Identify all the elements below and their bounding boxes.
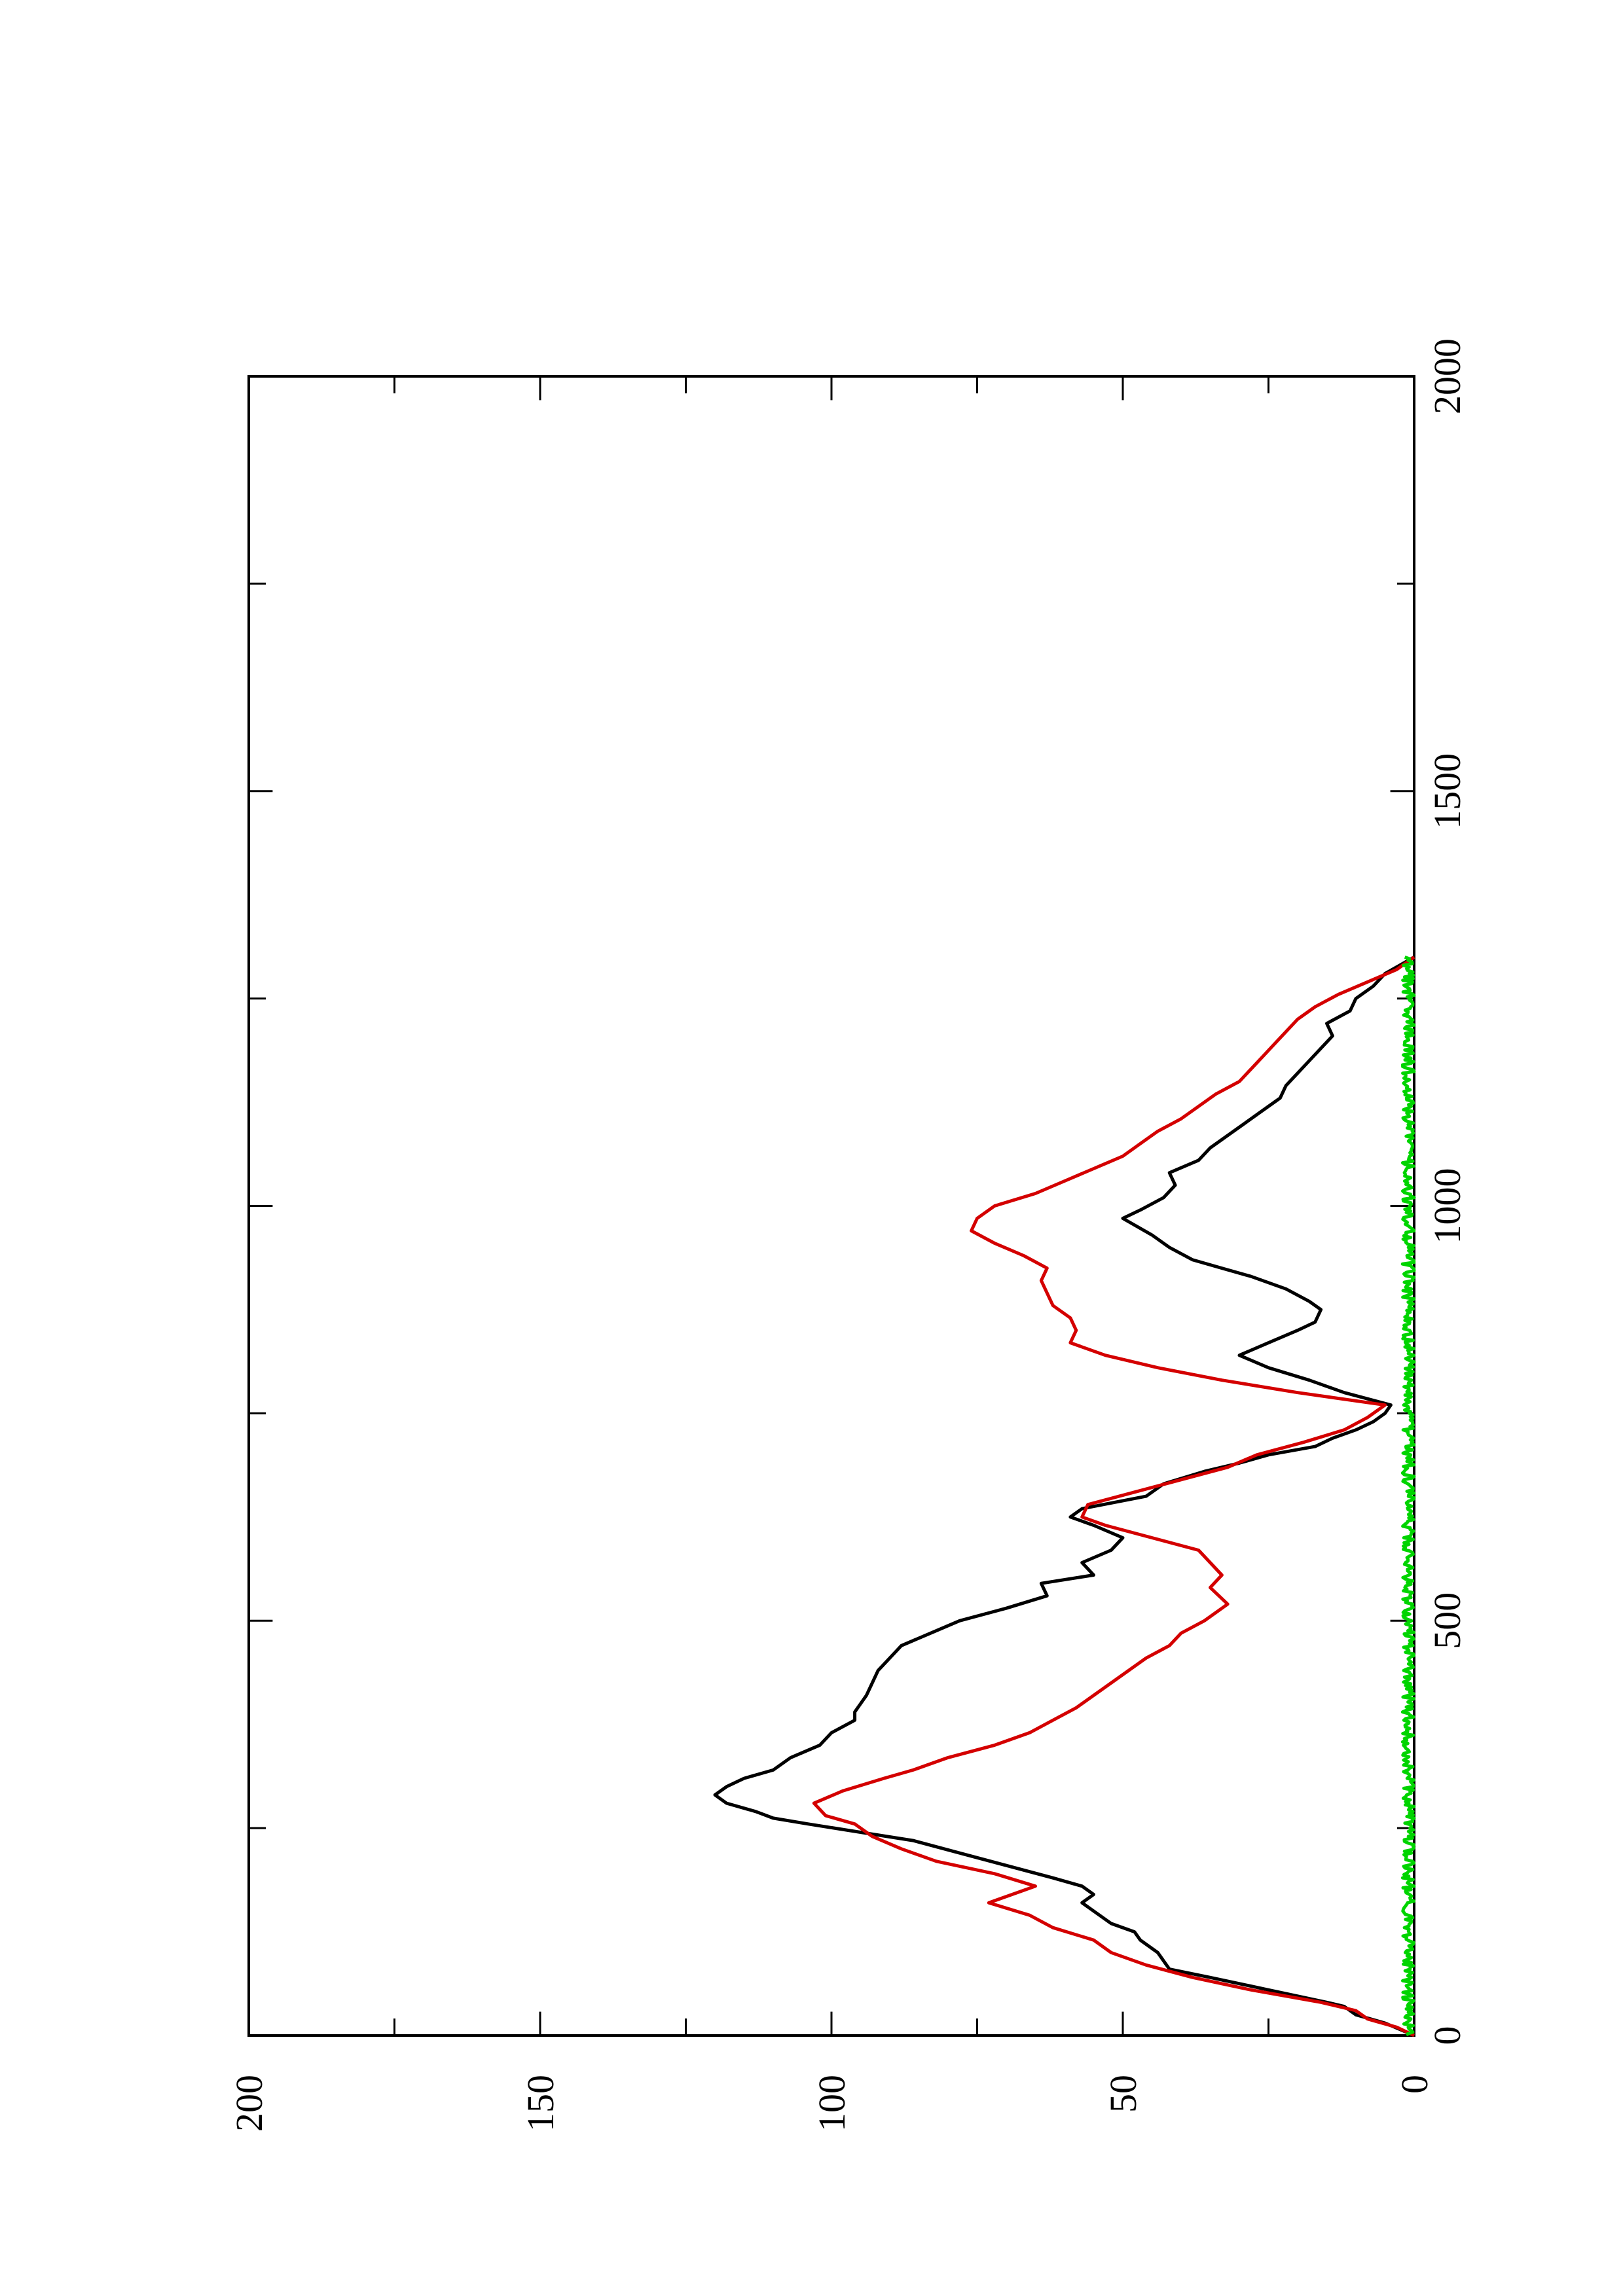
series-layer	[713, 955, 1416, 2037]
x-tick-label: 500	[1426, 1592, 1468, 1649]
axis-ticks	[247, 375, 1415, 2037]
y-tick-label: 100	[811, 2075, 853, 2132]
series-line-3	[1400, 955, 1416, 2037]
x-tick-label: 1000	[1426, 1168, 1468, 1244]
series-line-2	[812, 956, 1415, 2037]
plot-frame	[247, 375, 1415, 2037]
x-tick-label: 2000	[1426, 338, 1468, 414]
tick-labels: 0 500 1000 1500 2000 0 50 100 150 200	[228, 338, 1468, 2132]
x-tick-label: 1500	[1426, 753, 1468, 829]
y-tick-label: 150	[519, 2075, 562, 2132]
plot-area: 0 500 1000 1500 2000 0 50 100 150 200	[228, 338, 1468, 2132]
series-line-1	[713, 956, 1415, 2037]
x-tick-label: 0	[1426, 2026, 1468, 2045]
y-tick-label: 50	[1102, 2075, 1144, 2113]
y-tick-label: 200	[228, 2075, 270, 2132]
y-tick-label: 0	[1393, 2075, 1436, 2094]
